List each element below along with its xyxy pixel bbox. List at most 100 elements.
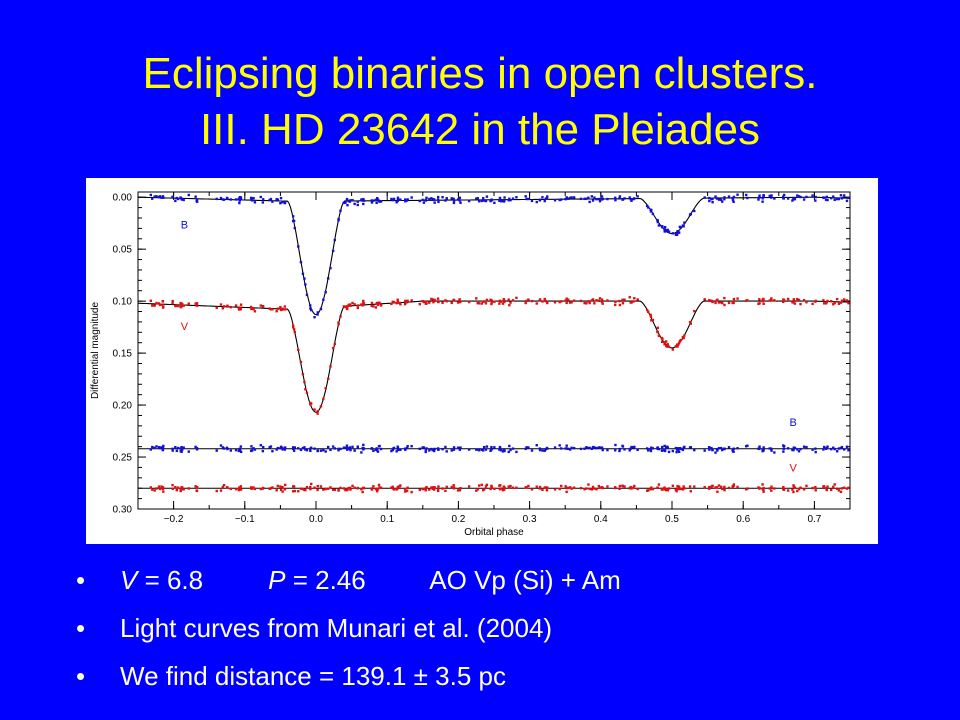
residual-point: [303, 446, 306, 449]
data-point: [835, 297, 839, 301]
residual-point: [591, 445, 595, 449]
data-point: [842, 194, 846, 197]
data-point: [459, 201, 462, 204]
residual-point: [675, 489, 678, 493]
data-point: [331, 347, 335, 350]
residual-point: [480, 483, 483, 487]
data-point: [378, 200, 381, 203]
residual-point: [761, 449, 764, 453]
data-point: [179, 301, 182, 305]
data-point: [234, 198, 238, 201]
data-point: [614, 303, 617, 307]
residual-point: [392, 447, 395, 450]
data-point: [238, 201, 241, 205]
residual-point: [279, 445, 283, 449]
residual-point: [337, 488, 340, 492]
residual-point: [793, 446, 797, 450]
residual-point: [221, 446, 225, 449]
data-point: [151, 304, 154, 307]
residual-point: [830, 488, 833, 492]
residual-point: [424, 448, 428, 451]
residual-point: [176, 486, 180, 489]
series-residuals-b: [138, 443, 850, 454]
data-point: [493, 300, 496, 303]
residual-point: [344, 488, 347, 492]
residual-point: [360, 451, 363, 454]
residual-point: [347, 487, 350, 490]
data-point: [175, 196, 179, 200]
data-point: [346, 203, 349, 207]
x-tick-label: −0.2: [164, 514, 184, 525]
data-point: [292, 328, 296, 331]
residual-point: [180, 488, 183, 491]
data-point: [360, 303, 363, 306]
data-point: [507, 199, 510, 202]
residual-point: [181, 486, 184, 489]
residual-point: [458, 488, 462, 492]
data-point: [161, 300, 164, 303]
residual-point: [590, 447, 594, 450]
residual-point: [444, 445, 447, 449]
residual-point: [681, 488, 685, 491]
data-point: [657, 334, 661, 338]
residual-point: [601, 486, 604, 490]
residual-point: [361, 446, 364, 450]
data-point: [467, 300, 471, 304]
data-point: [396, 300, 400, 304]
residual-point: [688, 485, 692, 488]
residual-point: [309, 449, 312, 453]
data-point: [174, 199, 177, 203]
residual-point: [239, 485, 243, 488]
data-point: [458, 300, 462, 304]
residual-point: [215, 489, 218, 493]
data-point: [688, 320, 692, 324]
residual-point: [179, 489, 182, 493]
data-point: [545, 300, 549, 303]
data-point: [835, 197, 839, 201]
residual-point: [524, 486, 527, 489]
residual-point: [337, 447, 340, 451]
residual-point: [418, 488, 421, 492]
data-point: [543, 297, 546, 301]
data-point: [509, 198, 512, 202]
data-point: [259, 195, 263, 199]
data-point: [238, 199, 241, 202]
data-point: [309, 401, 312, 405]
residual-point: [348, 446, 352, 449]
residual-point: [403, 487, 407, 491]
data-point: [222, 305, 226, 308]
data-point: [305, 391, 309, 395]
residual-point: [675, 450, 678, 454]
data-point: [824, 302, 828, 305]
data-point: [757, 198, 760, 201]
data-point: [579, 299, 583, 303]
data-point: [758, 194, 761, 197]
residual-point: [237, 449, 241, 453]
residual-point: [837, 447, 841, 450]
residual-point: [636, 487, 639, 491]
data-point: [657, 224, 661, 227]
data-point: [630, 301, 633, 304]
data-point: [333, 342, 337, 346]
residual-point: [791, 488, 794, 491]
data-point: [376, 301, 379, 305]
residual-point: [591, 485, 595, 489]
residual-point: [837, 489, 841, 492]
residual-point: [269, 487, 273, 490]
data-point: [347, 199, 350, 203]
data-point: [600, 300, 604, 304]
data-point: [219, 303, 223, 306]
data-point: [396, 298, 399, 301]
data-point: [424, 302, 428, 305]
residual-point: [583, 488, 586, 491]
data-point: [770, 297, 773, 300]
residual-point: [792, 484, 795, 487]
data-point: [618, 197, 621, 200]
data-point: [583, 301, 586, 305]
data-point: [711, 300, 714, 304]
residual-point: [361, 490, 364, 494]
residual-point: [160, 446, 163, 449]
residual-point: [309, 485, 312, 489]
data-point: [238, 196, 241, 199]
data-point: [515, 196, 518, 199]
